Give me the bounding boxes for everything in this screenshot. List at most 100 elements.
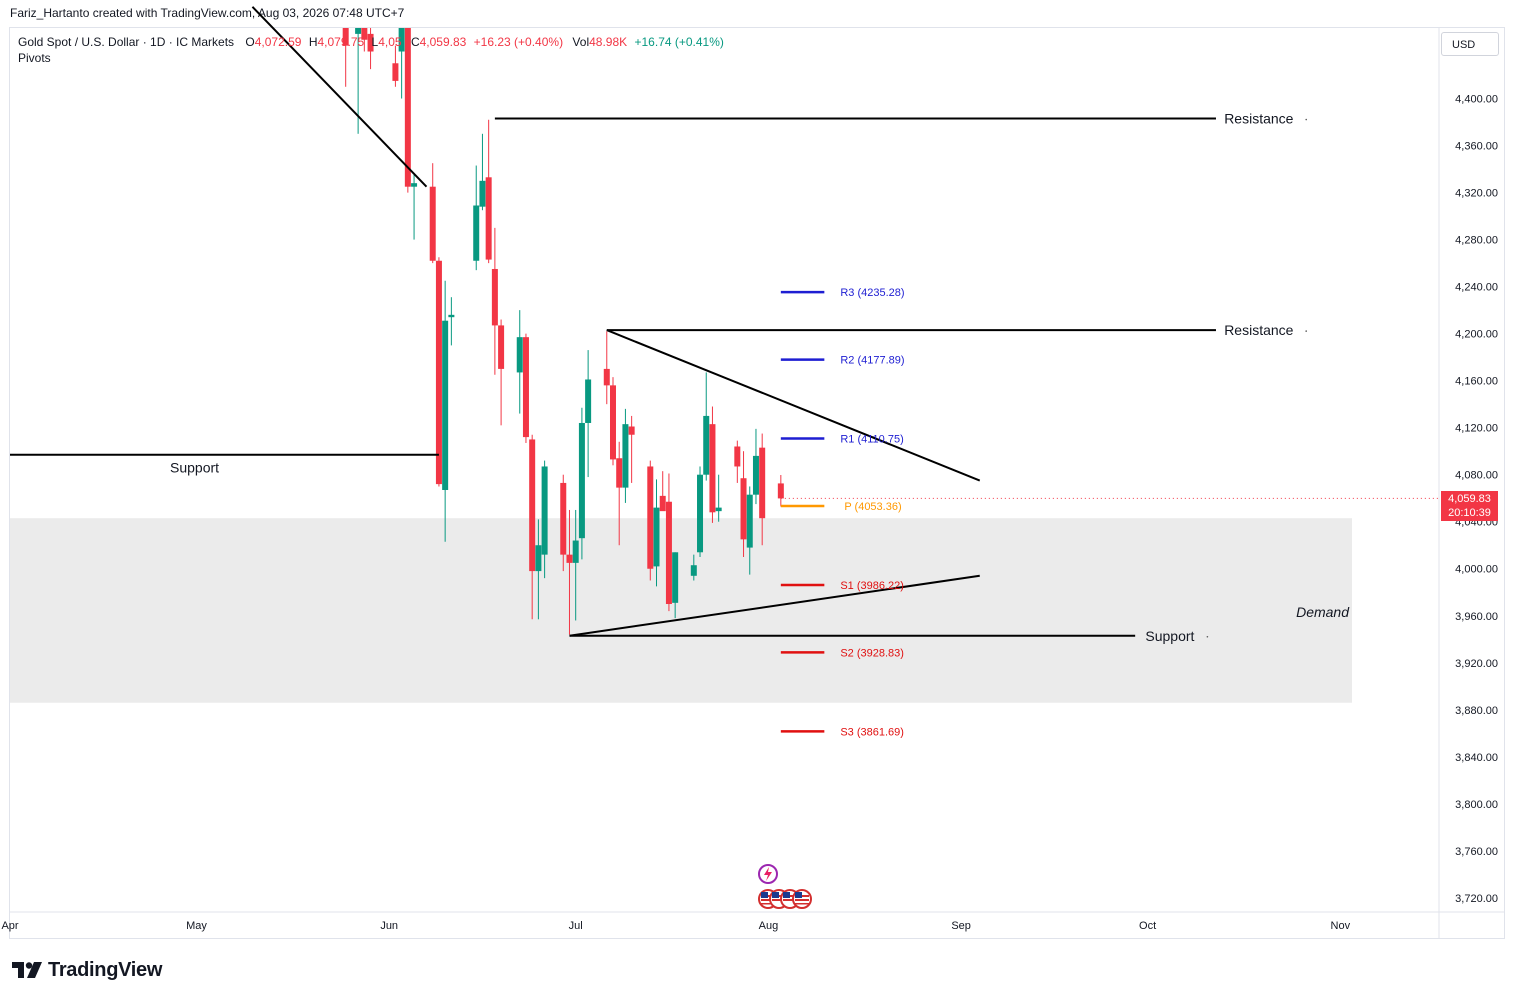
candle-body[interactable]: [665, 501, 672, 605]
candle-body[interactable]: [777, 483, 784, 499]
candle-body[interactable]: [342, 16, 349, 46]
descending-trendline[interactable]: [606, 329, 981, 482]
candle-body[interactable]: [541, 466, 548, 555]
candle-body[interactable]: [740, 478, 747, 540]
open-label: O: [245, 35, 255, 49]
candle-body[interactable]: [560, 482, 567, 555]
ascending-trendline[interactable]: [569, 574, 980, 637]
candle-body[interactable]: [752, 455, 759, 495]
candle-body[interactable]: [609, 385, 616, 460]
candle-body[interactable]: [442, 320, 449, 490]
candle-body[interactable]: [516, 337, 523, 373]
symbol-title[interactable]: Gold Spot / U.S. Dollar · 1D · IC Market…: [18, 35, 235, 49]
chart-frame: [9, 27, 1505, 939]
price-axis-tick[interactable]: 3,880.00: [1455, 705, 1498, 717]
support-label-right[interactable]: Support: [1145, 628, 1194, 644]
candle-body[interactable]: [715, 507, 722, 512]
price-axis-tick[interactable]: 3,720.00: [1455, 893, 1498, 905]
volume-value: 48.98K: [589, 35, 628, 49]
price-axis-tick[interactable]: 4,200.00: [1455, 329, 1498, 341]
demand-zone[interactable]: [10, 518, 1352, 703]
candle-body[interactable]: [355, 28, 362, 34]
time-axis-tick[interactable]: Jun: [380, 920, 398, 932]
resistance-label-upper[interactable]: Resistance: [1224, 111, 1293, 127]
price-axis-tick[interactable]: 4,000.00: [1455, 564, 1498, 576]
price-axis-tick[interactable]: 4,160.00: [1455, 376, 1498, 388]
candle-body[interactable]: [491, 268, 498, 326]
candle-body[interactable]: [734, 446, 741, 467]
tradingview-logo-icon: [12, 962, 42, 978]
resistance-label-lower[interactable]: Resistance: [1224, 322, 1293, 338]
price-axis-tick[interactable]: 4,320.00: [1455, 188, 1498, 200]
candle-body[interactable]: [647, 466, 654, 569]
candle-body[interactable]: [398, 22, 405, 52]
support-label-left[interactable]: Support: [170, 460, 219, 476]
candle-body[interactable]: [690, 565, 697, 576]
candle-body[interactable]: [603, 368, 610, 386]
price-axis-tick[interactable]: 3,920.00: [1455, 658, 1498, 670]
price-axis-tick[interactable]: 3,960.00: [1455, 611, 1498, 623]
time-axis-tick[interactable]: Aug: [759, 920, 779, 932]
candle-body[interactable]: [759, 447, 766, 519]
time-axis-tick[interactable]: Sep: [951, 920, 971, 932]
candle-body[interactable]: [566, 554, 573, 563]
price-axis-tick[interactable]: 3,840.00: [1455, 752, 1498, 764]
candle-body[interactable]: [616, 458, 623, 488]
candle-body[interactable]: [535, 545, 542, 572]
candle-body[interactable]: [585, 379, 592, 423]
candle-body[interactable]: [392, 63, 399, 81]
indicator-label[interactable]: Pivots: [18, 51, 51, 65]
price-axis-tick[interactable]: 4,280.00: [1455, 235, 1498, 247]
candle-body[interactable]: [578, 422, 585, 539]
price-axis-tick[interactable]: 3,760.00: [1455, 846, 1498, 858]
open-value: 4,072.59: [254, 35, 302, 49]
candle-body[interactable]: [628, 426, 635, 435]
candle-body[interactable]: [485, 177, 492, 260]
pivot-label-r3: R3 (4235.28): [840, 287, 904, 299]
candle-body[interactable]: [435, 260, 442, 485]
candle-body[interactable]: [703, 415, 710, 475]
candle-body[interactable]: [367, 33, 374, 52]
candle-body[interactable]: [473, 205, 480, 261]
price-axis-tick[interactable]: 4,360.00: [1455, 141, 1498, 153]
us-flag-event-icon[interactable]: [792, 889, 812, 909]
candle-body[interactable]: [697, 474, 704, 553]
candle-body[interactable]: [709, 424, 716, 513]
low-value: 4,05: [378, 35, 402, 49]
candle-body[interactable]: [404, 22, 411, 187]
time-axis-tick[interactable]: Nov: [1331, 920, 1351, 932]
candle-body[interactable]: [361, 22, 368, 40]
demand-label[interactable]: Demand: [1296, 604, 1350, 620]
event-icons: [756, 862, 816, 917]
time-axis-tick[interactable]: Jul: [569, 920, 583, 932]
candle-body[interactable]: [653, 507, 660, 567]
downtrend-line[interactable]: [251, 6, 428, 188]
candle-body[interactable]: [411, 183, 418, 187]
candle-body[interactable]: [429, 186, 436, 261]
candle-body[interactable]: [659, 495, 666, 512]
time-axis-tick[interactable]: May: [186, 920, 207, 932]
currency-selector[interactable]: USD: [1441, 32, 1499, 56]
symbol-legend: Gold Spot / U.S. Dollar · 1D · IC Market…: [18, 34, 724, 51]
last-price-tag: 4,059.83 20:10:39: [1441, 491, 1498, 521]
price-axis-tick[interactable]: 4,080.00: [1455, 470, 1498, 482]
candle-body[interactable]: [672, 552, 679, 603]
lightning-event-icon[interactable]: [758, 864, 778, 884]
price-axis-tick[interactable]: 3,800.00: [1455, 799, 1498, 811]
price-axis-tick[interactable]: 4,240.00: [1455, 282, 1498, 294]
candle-body[interactable]: [529, 439, 536, 572]
candle-body[interactable]: [622, 424, 629, 488]
candle-body[interactable]: [572, 540, 579, 563]
price-axis-tick[interactable]: 4,120.00: [1455, 423, 1498, 435]
pivot-label-r2: R2 (4177.89): [840, 355, 904, 367]
candle-body[interactable]: [746, 494, 753, 548]
price-axis-tick[interactable]: 4,400.00: [1455, 94, 1498, 106]
candle-body[interactable]: [448, 314, 455, 318]
candle-body[interactable]: [522, 337, 529, 438]
tradingview-logo[interactable]: TradingView: [12, 958, 162, 982]
candle-body[interactable]: [479, 180, 486, 207]
time-axis-tick[interactable]: Apr: [1, 920, 18, 932]
time-axis-tick[interactable]: Oct: [1139, 920, 1156, 932]
candle-body[interactable]: [498, 325, 505, 369]
